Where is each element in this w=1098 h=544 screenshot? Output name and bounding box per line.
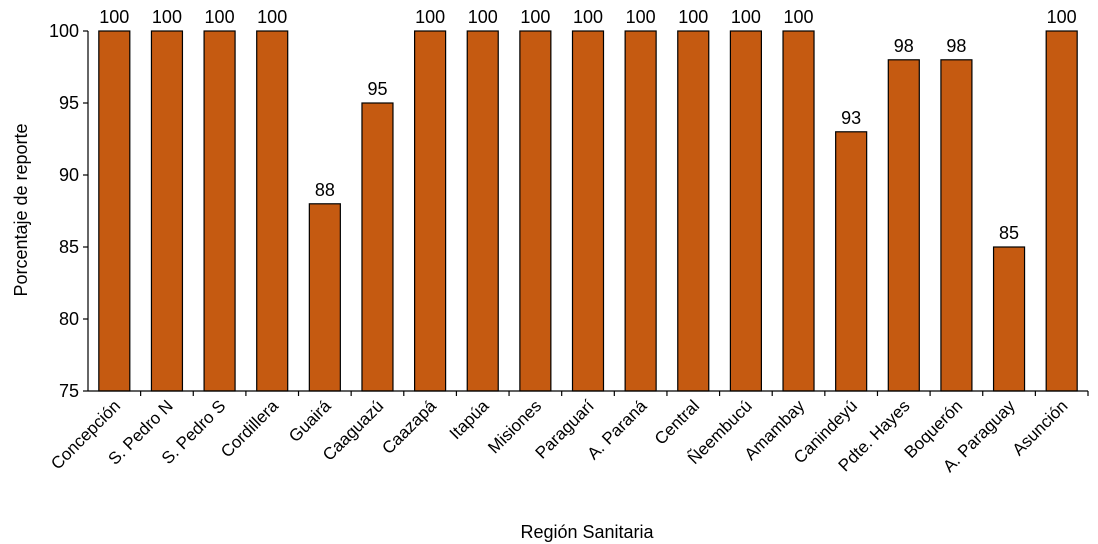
- data-label: 100: [784, 7, 814, 27]
- data-label: 100: [205, 7, 235, 27]
- bar: [729, 30, 762, 392]
- bar: [203, 30, 236, 392]
- bar: [782, 30, 815, 392]
- data-label: 88: [315, 180, 335, 200]
- data-label: 100: [678, 7, 708, 27]
- category-label: Cordillera: [217, 396, 282, 461]
- bar: [1045, 30, 1078, 392]
- data-label: 100: [99, 7, 129, 27]
- bar: [308, 203, 341, 392]
- category-label: Guairá: [285, 396, 335, 446]
- bar: [887, 59, 920, 392]
- bar: [677, 30, 710, 392]
- y-tick-label: 80: [59, 309, 79, 329]
- bar: [992, 246, 1026, 392]
- data-label: 100: [1047, 7, 1077, 27]
- y-tick-label: 75: [59, 381, 79, 401]
- bar: [256, 30, 289, 392]
- y-tick-label: 90: [59, 165, 79, 185]
- bar: [466, 30, 499, 392]
- bar: [940, 59, 973, 392]
- x-axis-title: Región Sanitaria: [520, 522, 654, 542]
- category-label: Caazapá: [378, 396, 440, 458]
- y-tick-label: 95: [59, 93, 79, 113]
- data-label: 85: [999, 223, 1019, 243]
- data-label: 100: [415, 7, 445, 27]
- bars: [98, 30, 1078, 392]
- data-label: 93: [841, 108, 861, 128]
- data-label: 95: [367, 79, 387, 99]
- data-label: 100: [257, 7, 287, 27]
- y-tick-label: 85: [59, 237, 79, 257]
- data-label: 100: [520, 7, 550, 27]
- data-label: 100: [731, 7, 761, 27]
- bar: [361, 102, 394, 392]
- data-label: 100: [573, 7, 603, 27]
- data-label: 100: [468, 7, 498, 27]
- y-axis: 75 80 85 90 95 100: [49, 21, 89, 401]
- y-tick-label: 100: [49, 21, 79, 41]
- data-label: 100: [626, 7, 656, 27]
- bar: [624, 30, 657, 392]
- bar: [150, 30, 184, 392]
- data-label: 98: [894, 36, 914, 56]
- bar: [98, 30, 131, 392]
- bar: [519, 30, 552, 392]
- bar: [835, 131, 868, 392]
- bar: [414, 30, 447, 392]
- y-axis-title: Porcentaje de reporte: [11, 123, 31, 296]
- data-label: 98: [946, 36, 966, 56]
- category-label: Central: [651, 396, 703, 448]
- bar: [571, 30, 605, 392]
- data-labels: 100 100 100 100 88 95 100 100 100 100 100 100 100 100…: [99, 7, 1076, 243]
- category-label: Itapúa: [446, 396, 493, 443]
- data-label: 100: [152, 7, 182, 27]
- category-label: Asunción: [1009, 396, 1072, 459]
